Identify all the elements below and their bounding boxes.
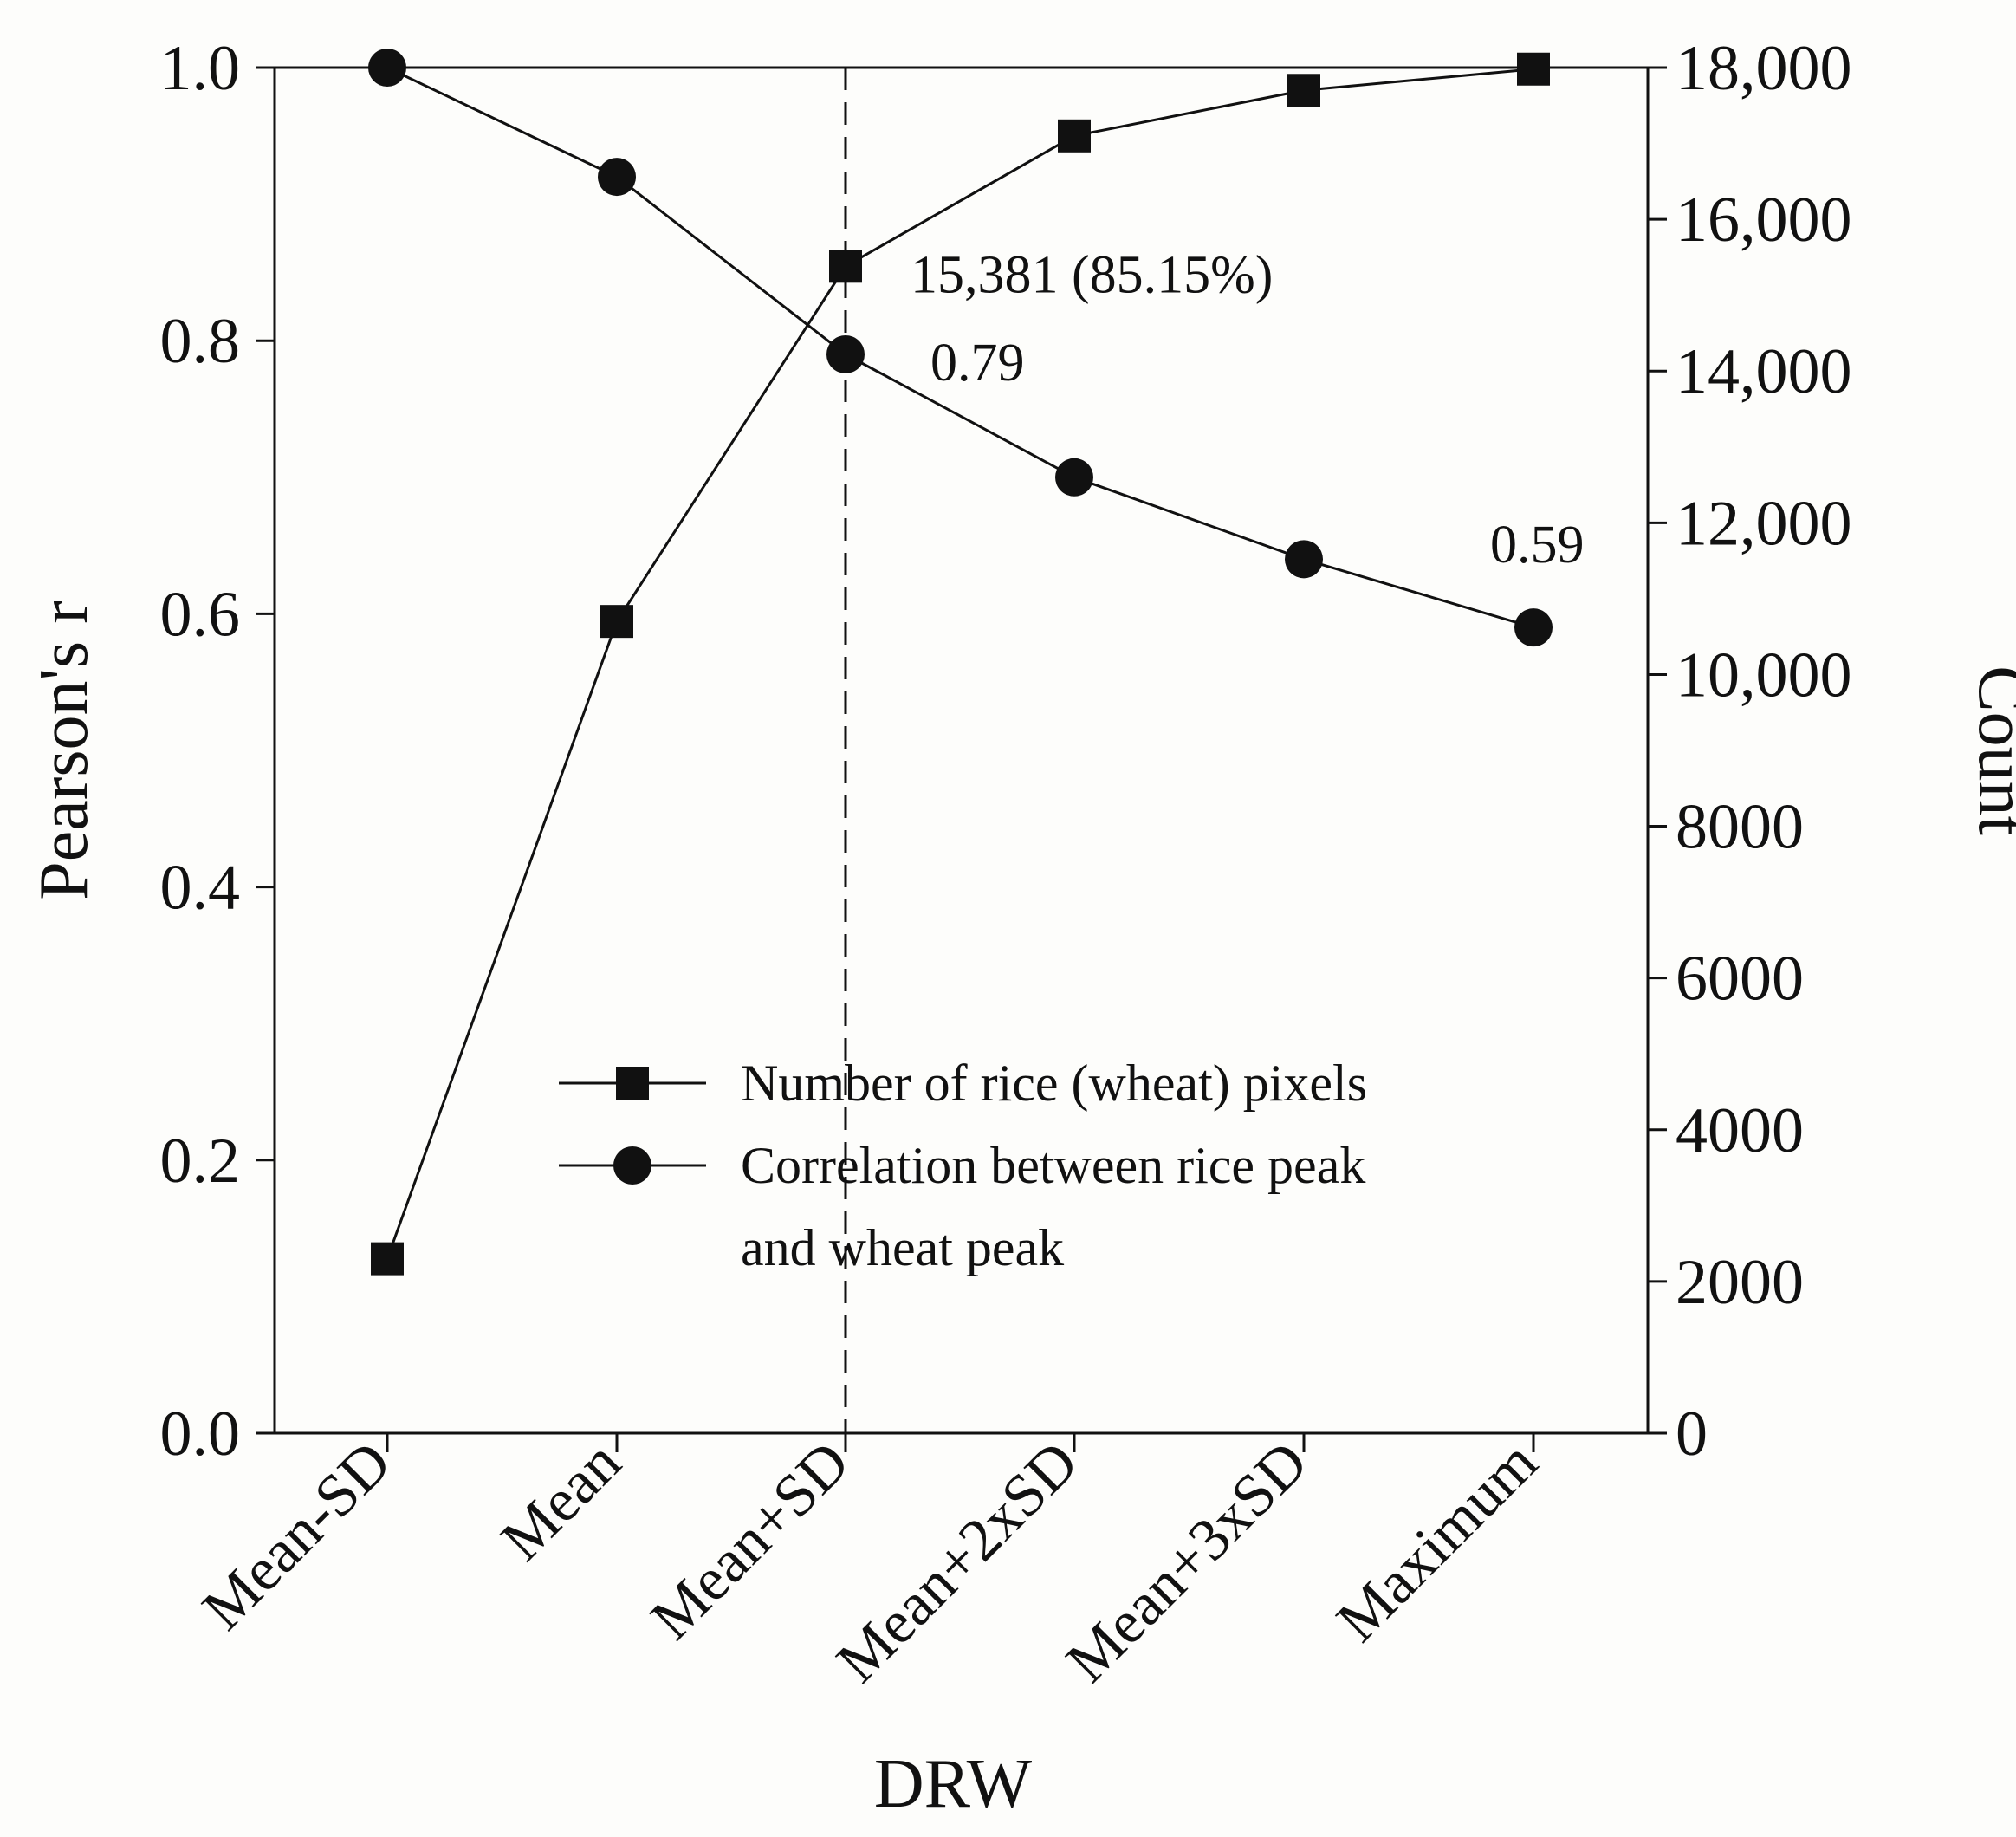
data-point-square	[1058, 119, 1091, 153]
data-point-square	[829, 250, 862, 283]
legend-label-correlation-line2: and wheat peak	[741, 1219, 1064, 1276]
left-axis-title: Pearson's r	[26, 600, 102, 899]
right-tick-label: 0	[1676, 1399, 1708, 1470]
legend-entry-pixels: Number of rice (wheat) pixels	[559, 1055, 1367, 1112]
legend-label-pixels: Number of rice (wheat) pixels	[741, 1055, 1367, 1112]
data-point-circle	[1514, 608, 1553, 647]
right-tick-label: 8000	[1676, 792, 1804, 863]
legend-entry-correlation: Correlation between rice peak and wheat …	[559, 1137, 1365, 1276]
annotations: 15,381 (85.15%) 0.79 0.59	[911, 245, 1585, 574]
data-point-square	[1517, 52, 1550, 86]
legend-square-marker	[616, 1067, 649, 1100]
left-tick-label: 0.6	[160, 579, 241, 650]
data-point-square	[1287, 74, 1320, 107]
data-point-circle	[1285, 540, 1323, 579]
right-tick-label: 14,000	[1676, 336, 1852, 407]
left-tick-label: 0.2	[160, 1126, 241, 1197]
legend-label-correlation-line1: Correlation between rice peak	[741, 1137, 1365, 1194]
data-point-square	[371, 1242, 404, 1276]
annotation-label: 0.79	[930, 334, 1025, 393]
data-point-square	[600, 605, 633, 639]
right-tick-label: 4000	[1676, 1095, 1804, 1166]
data-point-circle	[598, 158, 636, 197]
x-axis-title: DRW	[874, 1746, 1033, 1822]
right-axis-title: Count	[1964, 665, 2016, 835]
left-tick-label: 0.4	[160, 853, 241, 924]
plot-area-frame	[273, 66, 1650, 1435]
right-y-axis: 0 2000 4000 6000 8000 10,000 12,000 14,000 16,00…	[1648, 33, 1852, 1470]
series-line-correlation	[386, 66, 1534, 629]
annotation-label: 15,381 (85.15%)	[911, 245, 1273, 304]
data-point-circle	[826, 334, 865, 373]
legend-circle-marker	[613, 1146, 651, 1185]
right-tick-label: 2000	[1676, 1247, 1804, 1318]
right-tick-label: 16,000	[1676, 185, 1852, 256]
legend: Number of rice (wheat) pixels Correlatio…	[559, 1055, 1367, 1276]
right-tick-label: 12,000	[1676, 488, 1852, 559]
data-point-circle	[368, 49, 406, 87]
left-tick-label: 1.0	[160, 33, 241, 104]
left-y-axis: 0.0 0.2 0.4 0.6 0.8 1.0	[160, 33, 275, 1470]
annotation-label: 0.59	[1490, 516, 1585, 574]
series-line-pixels	[386, 68, 1534, 1260]
right-tick-label: 10,000	[1676, 639, 1852, 711]
series-layer	[368, 49, 1553, 1276]
left-tick-label: 0.8	[160, 306, 241, 377]
right-tick-label: 6000	[1676, 944, 1804, 1015]
right-tick-label: 18,000	[1676, 33, 1852, 104]
data-point-circle	[1055, 458, 1093, 497]
left-tick-label: 0.0	[160, 1399, 241, 1470]
